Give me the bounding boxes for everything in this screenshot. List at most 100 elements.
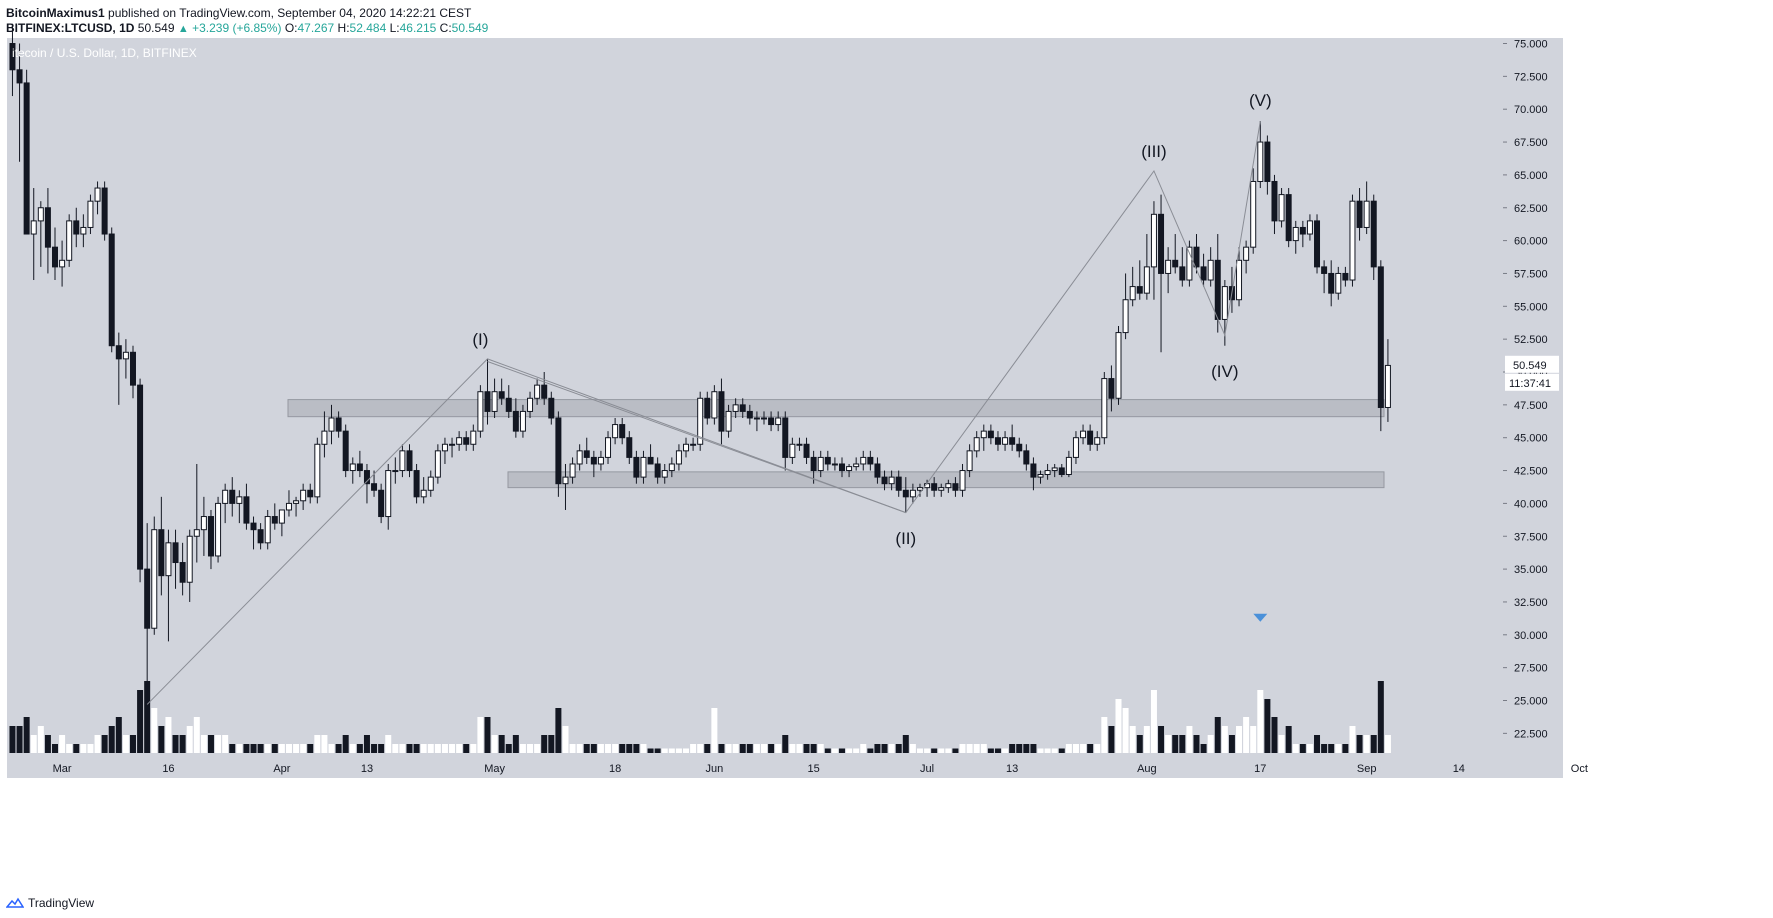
candle-body [1109,379,1114,399]
volume-bar [981,744,987,753]
candle-body [400,451,405,471]
volume-bar [343,735,349,753]
candle-body [981,431,986,438]
candle-body [967,451,972,471]
candle-body [208,517,213,556]
candle-body [1137,287,1142,294]
candle [1378,260,1383,431]
candle-body [1151,214,1156,267]
volume-bar [726,744,732,753]
footer-brand[interactable]: TradingView [6,896,94,910]
candle-body [847,467,852,471]
candle-body [201,517,206,530]
volume-bar [931,749,937,754]
time-tick-label: 17 [1254,763,1266,775]
volume-bar [265,744,271,753]
candle-body [641,457,646,477]
price-tick-label: 25.000 [1514,696,1548,708]
wave-label: (II) [895,529,916,548]
volume-bar [768,744,774,753]
candle-body [570,464,575,477]
volume-bar [307,744,313,753]
candle-body [1116,333,1121,399]
volume-bar [584,744,590,753]
volume-bar [442,744,448,753]
volume-bar [258,744,264,753]
candle-body [1095,438,1100,445]
volume-bar [1271,717,1277,753]
volume-bar [357,744,363,753]
candle-body [995,438,1000,445]
volume-bar [350,744,356,753]
volume-bar [896,744,902,753]
candle-body [882,477,887,484]
plot-background [7,38,1503,753]
volume-bar [321,735,327,753]
candle-body [676,451,681,464]
candle-body [145,569,150,628]
volume-bar [903,735,909,753]
candle-body [535,385,540,398]
volume-bar [1229,735,1235,753]
volume-bar [470,744,476,753]
candle-body [1003,438,1008,445]
volume-bar [789,744,795,753]
volume-bar [1364,735,1370,753]
volume-bar [520,744,526,753]
price-tick-label: 37.500 [1514,531,1548,543]
candle-body [138,385,143,569]
volume-bar [1300,744,1306,753]
time-tick-label: Jul [920,763,934,775]
volume-bar [626,744,632,753]
volume-bar [66,744,72,753]
volume-bar [1349,726,1355,753]
volume-bar [534,744,540,753]
price-tick-label: 30.000 [1514,630,1548,642]
candle-body [45,208,50,247]
volume-bar [1144,726,1150,753]
volume-bar [974,744,980,753]
candle-body [1307,221,1312,234]
time-tick-label: 16 [162,763,174,775]
candle-body [88,201,93,227]
brand-name: TradingView [28,896,94,910]
volume-bar [1342,744,1348,753]
volume-bar [17,726,23,753]
time-axis[interactable] [7,753,1503,778]
candle [1350,195,1355,287]
candle-body [556,418,561,484]
volume-bar [853,749,859,754]
candle-body [407,451,412,471]
volume-bar [414,744,420,753]
volume-bar [655,749,661,754]
volume-bar [229,744,235,753]
volume-bar [988,749,994,754]
volume-bar [718,744,724,753]
candle-body [308,490,313,497]
candle-body [31,221,36,234]
candle-body [428,477,433,490]
candle-body [180,563,185,583]
volume-bar [236,744,242,753]
volume-bar [80,744,86,753]
time-tick-label: 13 [1006,763,1018,775]
countdown-text: 11:37:41 [1509,378,1551,390]
candle-body [1102,379,1107,438]
time-tick-label: 13 [361,763,373,775]
volume-bar [215,735,221,753]
candle-body [1081,431,1086,438]
volume-bar [874,744,880,753]
candle-body [726,411,731,431]
volume-bar [421,744,427,753]
candle-body [159,530,164,576]
candle-body [946,484,951,488]
candle-body [1066,457,1071,474]
candle [138,379,143,583]
wave-label: (IV) [1211,362,1238,381]
candle-body [598,457,603,464]
support-zone-1 [288,400,1384,417]
volume-bar [1165,735,1171,753]
volume-bar [130,735,136,753]
volume-bar [591,744,597,753]
